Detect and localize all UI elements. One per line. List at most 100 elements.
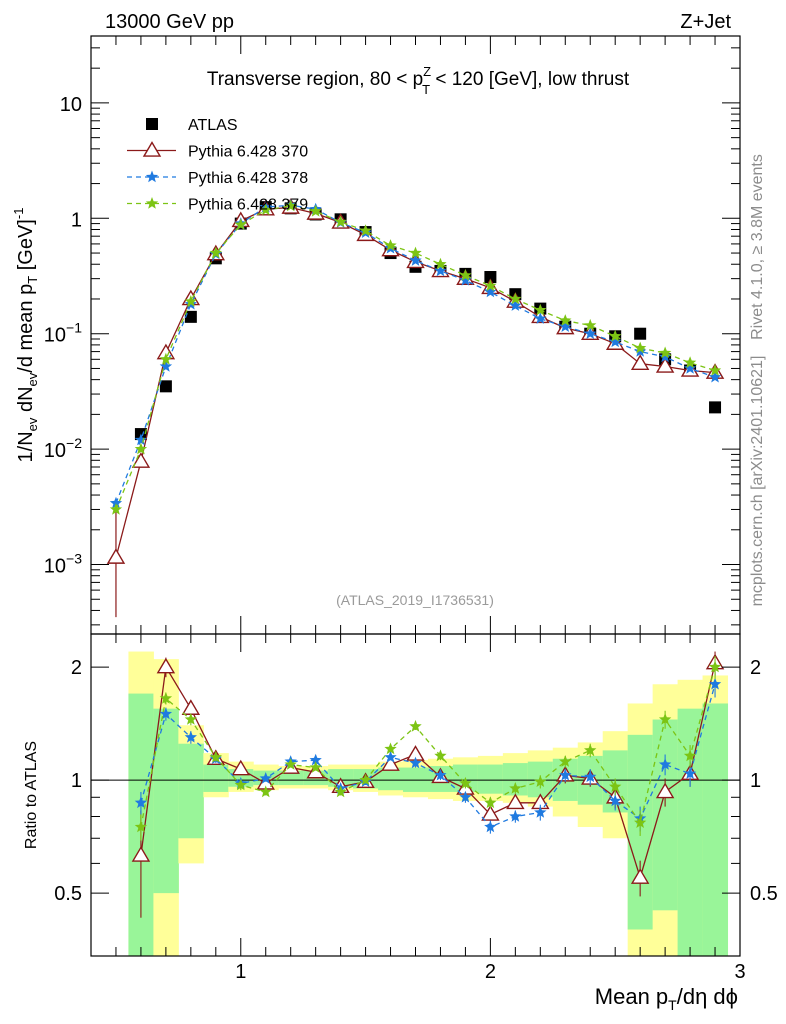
ratio-point [209, 750, 222, 763]
ratio-point [559, 755, 572, 767]
ratio-point [609, 780, 622, 792]
data-point [655, 357, 675, 373]
legend-entry: Pythia 6.428 370 [127, 141, 308, 161]
data-point [284, 199, 297, 212]
ratio-point [534, 775, 547, 787]
ratio-point [534, 806, 547, 818]
ratio-point [658, 758, 672, 770]
ratio-point [630, 868, 650, 884]
ratio-series-pythia-6-428-379 [134, 656, 722, 841]
rivet-version-label: Rivet 4.1.0, ≥ 3.8M events [749, 154, 766, 340]
ratio-point [584, 770, 597, 783]
green-band-bin [178, 743, 204, 839]
ratio-panel: 0.5 0.5 1 1 2 2 1 2 3 Ratio to ATLAS Mean pT/dη … [23, 633, 778, 1013]
ratio-point [156, 657, 176, 674]
main-y-tick-label: 10 [60, 94, 82, 116]
ratio-point [159, 692, 173, 704]
data-point [509, 299, 522, 311]
data-point [484, 285, 497, 298]
x-tick-label: 2 [485, 961, 496, 983]
ratio-point [683, 749, 697, 762]
ratio-point [655, 782, 675, 799]
ratio-uncertainty-bands [128, 651, 729, 956]
ratio-point [509, 782, 522, 794]
data-point [359, 224, 372, 236]
ratio-point [306, 762, 325, 779]
ratio-point [384, 750, 397, 763]
ratio-line [140, 684, 716, 828]
x-tick-label: 1 [235, 961, 246, 983]
header-left: 13000 GeV pp [105, 11, 234, 33]
ratio-point [309, 753, 322, 766]
ratio-point [259, 772, 272, 784]
data-point [434, 264, 447, 277]
data-point [634, 345, 647, 357]
ratio-point [234, 778, 247, 791]
data-point [106, 548, 126, 564]
ratio-point [409, 756, 422, 769]
title-sub: T [422, 82, 430, 97]
data-point [484, 279, 497, 292]
main-y-tick-label: 10−3 [44, 551, 82, 578]
data-point [709, 401, 722, 414]
data-point [134, 433, 148, 446]
main-y-tick-label: 10−1 [44, 320, 82, 347]
ratio-y-axis-label: Ratio to ATLAS [23, 741, 40, 849]
data-point [658, 346, 672, 359]
legend-marker [146, 118, 158, 130]
title-sup: Z [423, 64, 431, 79]
ratio-point [434, 749, 447, 762]
data-point [584, 327, 597, 339]
ratio-point [683, 767, 697, 779]
data-point [609, 335, 622, 348]
data-point [534, 312, 547, 324]
ratio-point [559, 768, 572, 781]
data-point [159, 352, 173, 365]
green-band-bin [477, 764, 504, 794]
ratio-point [309, 761, 322, 773]
ratio-point [359, 773, 372, 786]
data-point [634, 327, 647, 340]
data-point [109, 503, 123, 515]
title-part-a: Transverse region, 80 < p [207, 69, 423, 90]
ratio-y-tick-label-right: 0.5 [750, 883, 778, 905]
analysis-watermark: (ATLAS_2019_I1736531) [336, 592, 494, 608]
ratio-point [481, 805, 500, 821]
series-atlas [134, 201, 722, 441]
data-point [109, 496, 123, 509]
data-point [384, 239, 397, 251]
data-point [259, 203, 272, 216]
data-point [630, 354, 650, 370]
ratio-point [658, 713, 672, 725]
ratio-point [181, 699, 201, 715]
data-point [159, 360, 173, 372]
legend-label: Pythia 6.428 379 [188, 197, 308, 214]
data-point [609, 329, 622, 342]
ratio-point [708, 660, 722, 673]
data-point [234, 218, 247, 230]
ratio-point [184, 713, 197, 725]
ratio-point [584, 743, 597, 756]
legend-marker [145, 170, 159, 183]
ratio-point [459, 776, 472, 789]
data-point [459, 273, 472, 286]
ratio-point [159, 707, 173, 720]
ratio-y-tick-label-right: 1 [750, 770, 761, 792]
ratio-point [284, 758, 297, 770]
x-axis-label: Mean pT/dη dϕ [595, 984, 738, 1013]
series-pythia-6-428-379 [109, 199, 722, 515]
ratio-y-tick-label-right: 2 [750, 657, 761, 679]
green-band-bin [203, 764, 229, 792]
data-point [559, 320, 572, 332]
data-point [459, 268, 472, 281]
data-point [634, 341, 647, 354]
main-y-axis-label: 1/Nev dNev/d mean pT [GeV]-1 [11, 208, 40, 463]
main-y-tick-label: 10−2 [44, 435, 82, 462]
data-point [309, 204, 322, 217]
data-point [434, 257, 447, 270]
ratio-point [484, 796, 497, 809]
main-panel: 10−3 10−2 10−1 1 10 ATLAS Pythia 6.428 370 Pyt… [11, 35, 741, 635]
main-axis-ticks: 10−3 10−2 10−1 1 10 [44, 36, 740, 634]
green-band-bin [652, 719, 679, 911]
legend-entry: Pythia 6.428 378 [127, 170, 308, 187]
